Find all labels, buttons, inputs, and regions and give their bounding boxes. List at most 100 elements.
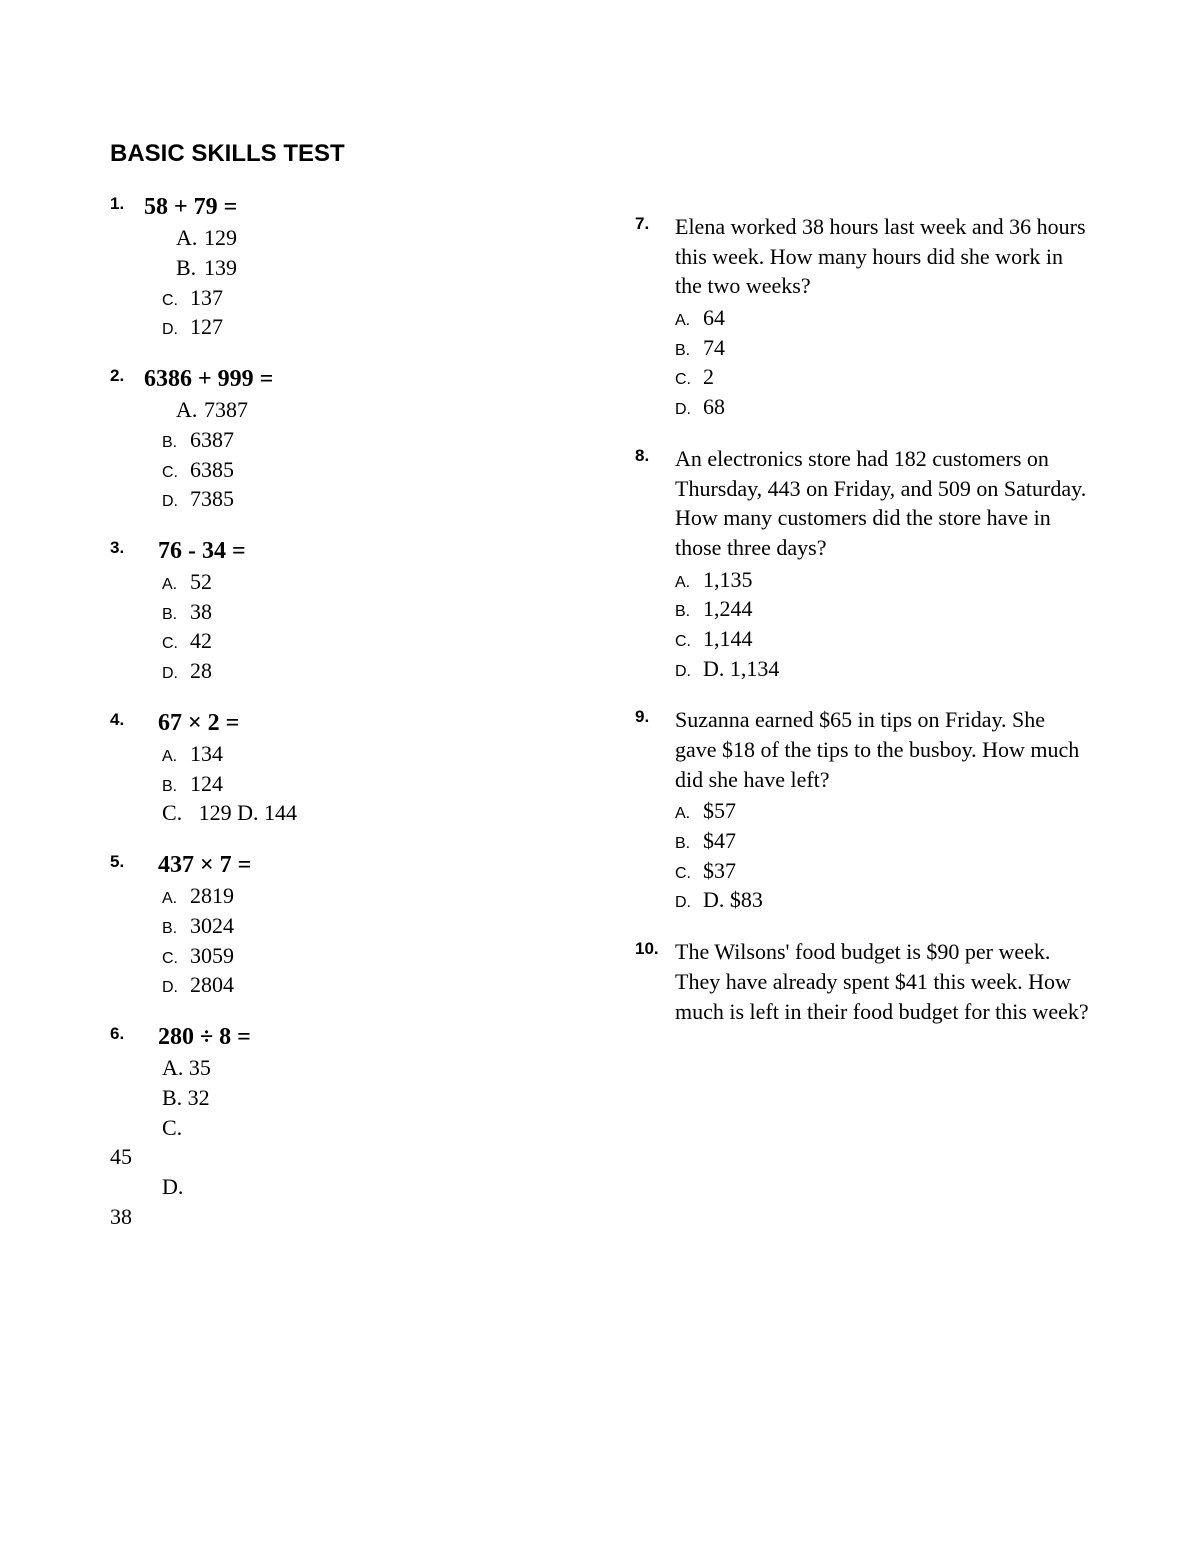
option-letter: C.: [675, 863, 703, 885]
option-letter: A.: [162, 574, 190, 596]
page: BASIC SKILLS TEST 1. 58 + 79 = A. 129 B.…: [0, 0, 1200, 1553]
option-c: C. 3059: [144, 941, 565, 971]
option-a: A. 134: [144, 739, 565, 769]
option-value: 68: [703, 392, 725, 422]
option-value: D. 1,134: [703, 654, 779, 684]
question-8: 8. An electronics store had 182 customer…: [635, 444, 1090, 684]
question-number: 9.: [635, 705, 675, 727]
question-prompt: Elena worked 38 hours last week and 36 h…: [675, 212, 1090, 301]
option-value: 137: [190, 283, 223, 313]
question-3: 3. 76 - 34 = A. 52 B. 38 C. 42: [110, 536, 565, 686]
question-number: 3.: [110, 536, 144, 558]
option-letter: D.: [162, 491, 190, 513]
option-value: 1,244: [703, 594, 753, 624]
option-value: $57: [703, 796, 736, 826]
option-value: $37: [703, 856, 736, 886]
option-letter: A.: [176, 395, 204, 425]
option-letter: D.: [675, 399, 703, 421]
option-value: 1,135: [703, 565, 753, 595]
option-letter: B.: [675, 601, 703, 623]
option-b: B. 139: [144, 253, 565, 283]
question-prompt: 58 + 79 =: [144, 192, 565, 223]
question-number: 8.: [635, 444, 675, 466]
option-d: D. 127: [144, 312, 565, 342]
option-letter: B.: [162, 432, 190, 454]
option-c-value: 45: [110, 1142, 565, 1172]
question-2: 2. 6386 + 999 = A. 7387 B. 6387 C. 6385: [110, 364, 565, 514]
option-letter: D.: [162, 977, 190, 999]
option-letter: D.: [162, 663, 190, 685]
left-column: 1. 58 + 79 = A. 129 B. 139 C. 137: [110, 192, 565, 1253]
option-b: B. 6387: [144, 425, 565, 455]
option-value: 3059: [190, 941, 234, 971]
option-letter: A.: [162, 746, 190, 768]
option-a: A. 64: [675, 303, 1090, 333]
option-a: A. 35: [144, 1053, 565, 1083]
option-letter: C.: [162, 462, 190, 484]
option-value: 139: [204, 253, 237, 283]
option-b: B. 124: [144, 769, 565, 799]
option-a: A. 1,135: [675, 565, 1090, 595]
option-letter: B.: [162, 776, 190, 798]
option-b: B. 1,244: [675, 594, 1090, 624]
option-c-d: C. 129 D. 144: [144, 798, 565, 828]
question-7: 7. Elena worked 38 hours last week and 3…: [635, 212, 1090, 422]
option-c: C. $37: [675, 856, 1090, 886]
option-letter: C.: [162, 633, 190, 655]
option-d: D. D. $83: [675, 885, 1090, 915]
option-value: 3024: [190, 911, 234, 941]
option-c: C. 137: [144, 283, 565, 313]
option-letter: D.: [675, 892, 703, 914]
question-4: 4. 67 × 2 = A. 134 B. 124 C. 129 D. 144: [110, 708, 565, 828]
columns: 1. 58 + 79 = A. 129 B. 139 C. 137: [110, 192, 1090, 1253]
option-letter: C.: [162, 290, 190, 312]
option-d: D. 2804: [144, 970, 565, 1000]
option-letter: B.: [675, 340, 703, 362]
question-prompt: 280 ÷ 8 =: [144, 1022, 565, 1053]
option-value: 2804: [190, 970, 234, 1000]
option-letter: A.: [675, 310, 703, 332]
option-value: 42: [190, 626, 212, 656]
option-value: 64: [703, 303, 725, 333]
option-letter: C.: [675, 631, 703, 653]
option-b: B. 3024: [144, 911, 565, 941]
option-a: A. 52: [144, 567, 565, 597]
option-d-value: 38: [110, 1202, 565, 1232]
page-title: BASIC SKILLS TEST: [110, 140, 1090, 168]
question-number: 10.: [635, 937, 675, 959]
option-value: 2819: [190, 881, 234, 911]
question-number: 5.: [110, 850, 144, 872]
option-value: D. $83: [703, 885, 763, 915]
question-number: 6.: [110, 1022, 144, 1044]
option-b: B. $47: [675, 826, 1090, 856]
option-letter: B.: [162, 604, 190, 626]
option-letter: B.: [162, 918, 190, 940]
question-number: 4.: [110, 708, 144, 730]
question-prompt: 437 × 7 =: [144, 850, 565, 881]
option-value: 38: [190, 597, 212, 627]
option-value: 2: [703, 362, 714, 392]
option-value: C. 129 D. 144: [162, 798, 297, 828]
question-10: 10. The Wilsons' food budget is $90 per …: [635, 937, 1090, 1028]
right-column: 7. Elena worked 38 hours last week and 3…: [635, 192, 1090, 1253]
option-value: 7387: [204, 395, 248, 425]
question-prompt: 6386 + 999 =: [144, 364, 565, 395]
question-prompt: The Wilsons' food budget is $90 per week…: [675, 937, 1090, 1026]
option-c: C. 2: [675, 362, 1090, 392]
option-a: A. 129: [144, 223, 565, 253]
question-5: 5. 437 × 7 = A. 2819 B. 3024 C. 3059: [110, 850, 565, 1000]
question-6: 6. 280 ÷ 8 = A. 35 B. 32 C. 45 D. 38: [110, 1022, 565, 1231]
option-value: 124: [190, 769, 223, 799]
option-d: D. 7385: [144, 484, 565, 514]
option-a: A. $57: [675, 796, 1090, 826]
option-d: D. 28: [144, 656, 565, 686]
option-c: C. 6385: [144, 455, 565, 485]
option-value: 129: [204, 223, 237, 253]
option-d: D. D. 1,134: [675, 654, 1090, 684]
question-9: 9. Suzanna earned $65 in tips on Friday.…: [635, 705, 1090, 915]
option-letter: C.: [675, 369, 703, 391]
option-value: 134: [190, 739, 223, 769]
option-b: B. 38: [144, 597, 565, 627]
question-number: 1.: [110, 192, 144, 214]
option-letter: D.: [675, 661, 703, 683]
